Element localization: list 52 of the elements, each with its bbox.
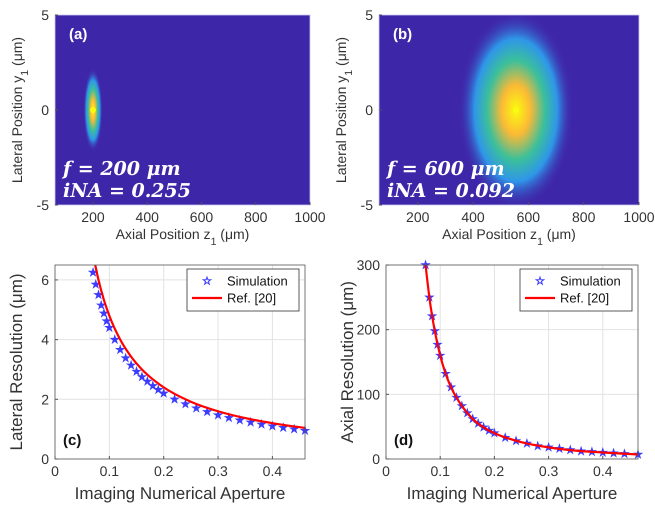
x-tick-label: 0.2 [484,463,504,479]
annotation: f = 200 μm [61,158,181,180]
annotation: f = 600 μm [385,158,505,180]
legend-label: Ref. [20] [560,290,610,306]
x-tick-label: 600 [190,209,214,225]
x-tick-label: 0.3 [208,463,228,479]
x-tick-label: 0.2 [154,463,174,479]
x-tick-label: 600 [516,209,540,225]
annotation: (b) [393,26,412,43]
y-tick-label: 5 [41,7,50,23]
y-tick-label: 0 [372,451,380,467]
annotation: (c) [63,432,82,449]
x-tick-label: 0.4 [262,463,282,479]
y-tick-label: 0 [41,102,50,118]
x-axis-title: Axial Position z$_{1}$ (μm) [116,226,250,248]
x-tick-label: 0 [382,463,390,479]
x-axis-title: Axial Position z$_{1}$ (μm) [442,226,576,248]
x-axis-title: Imaging Numerical Aperture [74,484,286,503]
x-tick-label: 0 [51,463,60,479]
y-tick-label: 300 [356,257,380,273]
x-tick-label: 1000 [623,209,655,225]
legend-label: Simulation [560,274,621,288]
x-tick-label: 0.3 [538,463,559,479]
annotation: iNA = 0.092 [387,180,515,202]
x-axis-title: Imaging Numerical Aperture [406,484,618,503]
y-tick-label: 100 [356,386,380,402]
x-tick-label: 0.1 [430,463,450,479]
annotation: iNA = 0.255 [63,180,191,202]
x-tick-label: 800 [572,209,596,225]
x-tick-label: 200 [406,209,430,225]
y-tick-label: 200 [356,322,380,338]
legend-label: Ref. [20] [227,290,276,306]
y-tick-label: -5 [36,197,50,213]
x-tick-label: 400 [136,209,160,225]
x-tick-label: 1000 [294,209,326,225]
x-tick-label: 0.4 [593,463,613,479]
y-tick-label: 4 [41,332,50,348]
x-tick-label: 0.1 [100,463,120,479]
y-tick-label: 5 [365,7,374,23]
annotation: (d) [394,432,414,449]
x-tick-label: 400 [461,209,485,225]
y-tick-label: 0 [365,102,374,118]
y-tick-label: 6 [41,272,50,288]
x-tick-label: 200 [81,209,105,225]
y-axis-title: Axial Resolution (μm) [338,281,357,443]
y-tick-label: 0 [41,451,50,467]
y-tick-label: -5 [360,197,374,213]
legend-label: Simulation [227,274,288,288]
y-tick-label: 2 [41,391,50,408]
x-tick-label: 800 [244,209,268,225]
annotation: (a) [69,26,88,43]
y-axis-title: Lateral Resolution (μm) [7,273,26,451]
